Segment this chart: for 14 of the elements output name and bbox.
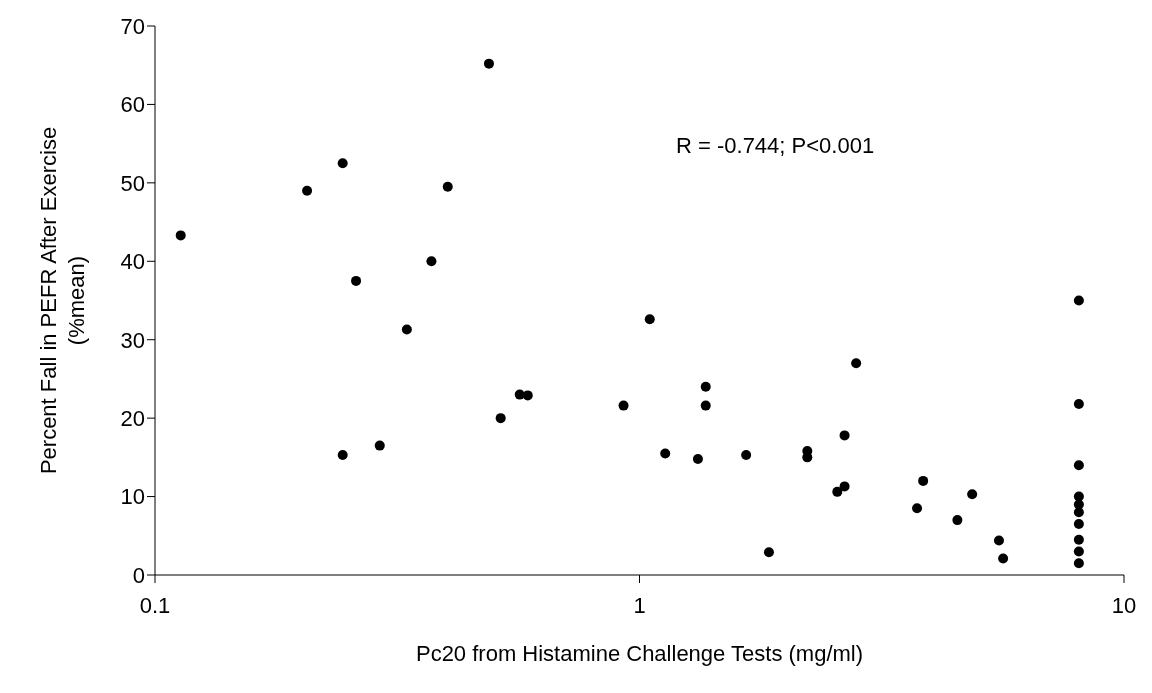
y-tick-label: 0	[132, 562, 145, 588]
y-tick-label: 10	[120, 484, 145, 510]
y-tick-label: 40	[120, 249, 145, 275]
x-tick-label: 1	[633, 592, 646, 618]
y-axis-title: Percent Fall in PEFR After Exercise (%mean)	[36, 126, 89, 475]
x-axis-title: Pc20 from Histamine Challenge Tests (mg/ml)	[415, 641, 864, 666]
x-tick-label: 10	[1111, 592, 1137, 618]
y-tick-label: 50	[120, 170, 145, 196]
y-tick-label: 30	[120, 327, 145, 353]
annotation: R = -0.744; P<0.001	[676, 133, 875, 159]
x-tick-label: 0.1	[139, 592, 171, 618]
y-tick-label: 60	[120, 92, 145, 118]
y-tick-label: 70	[120, 13, 145, 39]
y-tick-label: 20	[120, 405, 145, 431]
